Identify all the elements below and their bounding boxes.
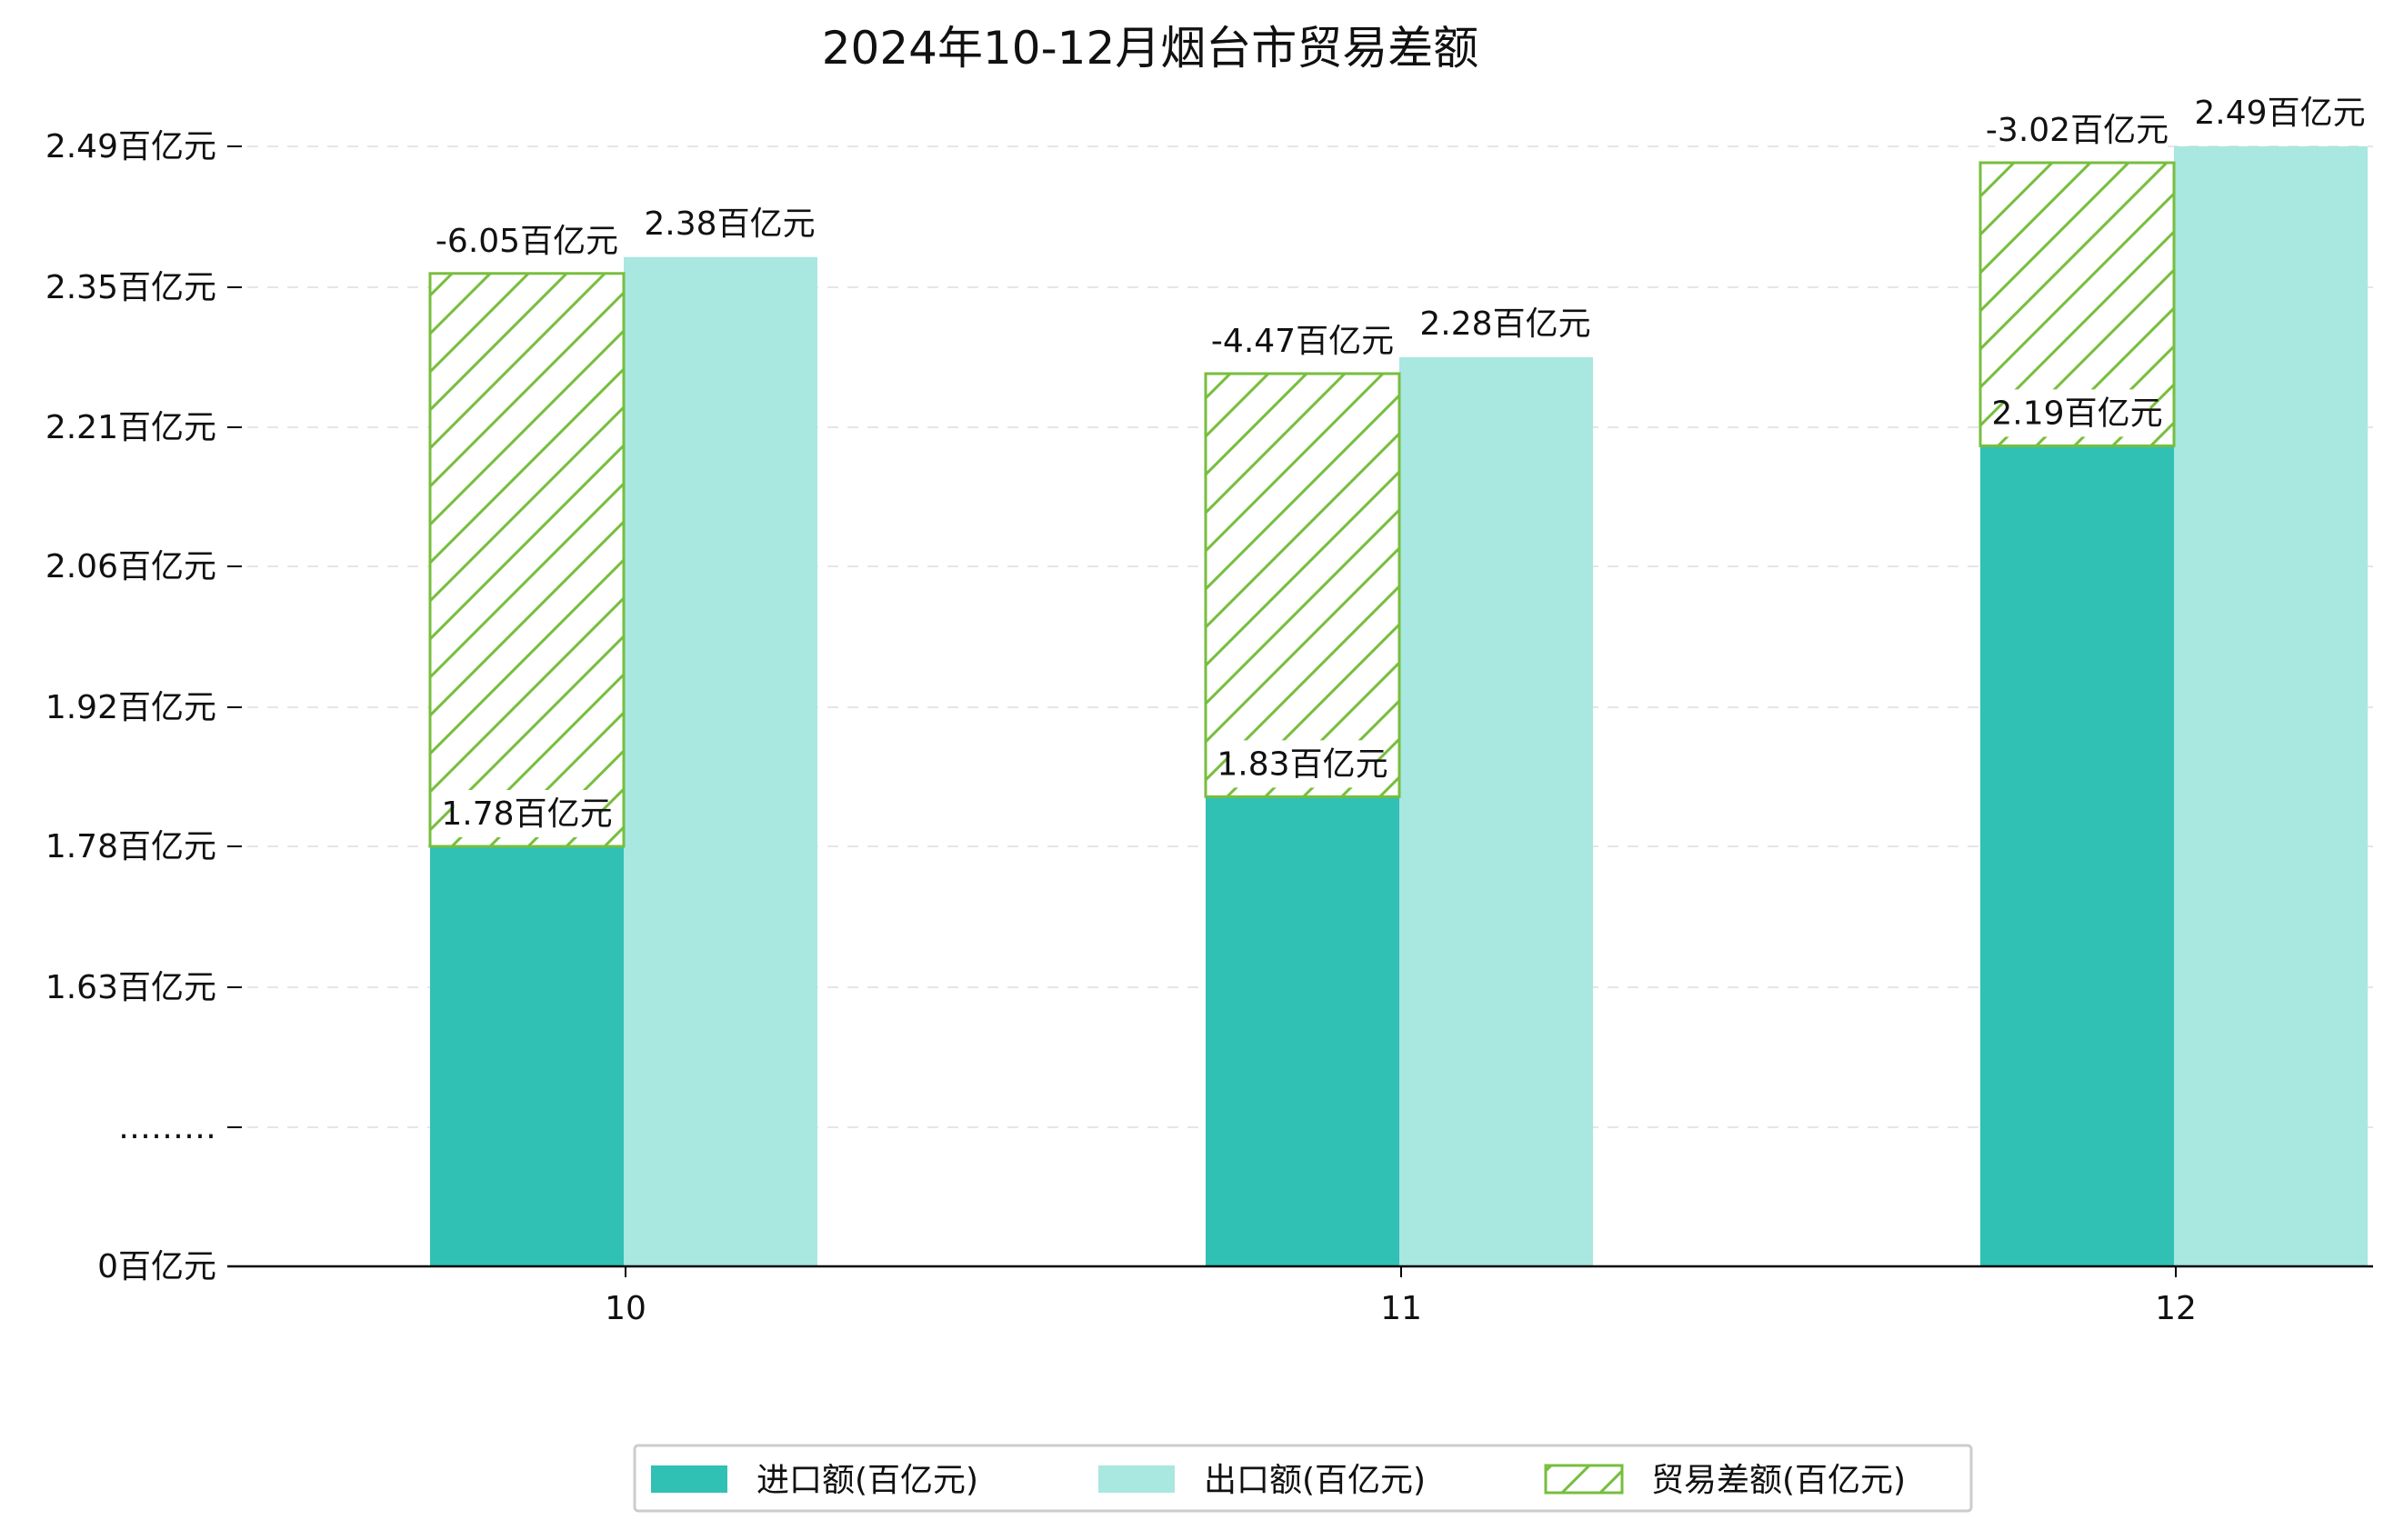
legend-label: 贸易差额(百亿元) [1651,1462,1906,1499]
data-label: -6.05百亿元 [436,223,618,260]
trade-balance-label: -4.47百亿元 [1211,317,1394,365]
import-bar [430,846,624,1266]
export-label: 2.49百亿元 [2194,89,2366,136]
trade-balance-label: -6.05百亿元 [436,216,618,265]
y-tick-label: ……… [118,1109,216,1146]
y-tick-label: 1.78百亿元 [45,828,216,865]
legend-swatch [1098,1465,1175,1493]
data-label-box [656,199,803,247]
bars [428,146,2368,1267]
export-bar [624,256,817,1267]
legend[interactable]: 进口额(百亿元) 出口额(百亿元) 贸易差额(百亿元) [633,1444,1973,1513]
trade-balance-label: -3.02百亿元 [1986,106,2169,154]
export-label: 2.28百亿元 [1419,300,1591,347]
import-label: 1.78百亿元 [441,790,613,837]
legend-label: 出口额(百亿元) [1204,1462,1426,1499]
legend-swatch [1544,1464,1624,1495]
data-label: 2.28百亿元 [1419,305,1590,343]
data-label: 2.49百亿元 [2194,95,2365,132]
data-label: 2.38百亿元 [644,205,815,243]
import-label: 1.83百亿元 [1217,740,1388,788]
data-label-box [1432,300,1578,347]
legend-item-trade-balance[interactable]: 贸易差额(百亿元) [1544,1462,1906,1499]
y-tick-label: 2.06百亿元 [45,548,216,585]
y-tick-label: 1.63百亿元 [45,969,216,1006]
data-labels: 1.78百亿元 2.38百亿元 -6.05百亿元 1.83百亿元 2.28百亿元 -4.4… [436,89,2366,837]
export-bar [2174,146,2368,1266]
trade-balance-bar [1204,372,1401,798]
legend-swatch [651,1465,727,1493]
y-tick-label: 0百亿元 [97,1248,216,1285]
import-label: 2.19百亿元 [1991,389,2163,437]
data-label-box [454,790,600,837]
data-label-box [1229,740,1376,788]
data-label: 1.83百亿元 [1217,745,1387,783]
data-label-box [2004,389,2150,437]
legend-label: 进口额(百亿元) [756,1462,978,1499]
axes: 0百亿元 ……… 1.63百亿元 1.78百亿元 1.92百亿元 2.06百亿元 2.21百… [45,128,2373,1327]
data-label: 1.78百亿元 [441,795,612,833]
x-tick-label: 11 [1380,1290,1422,1327]
data-label-box [1220,317,1385,365]
data-label: -3.02百亿元 [1986,112,2169,149]
import-bar [1980,445,2174,1266]
data-label: 2.19百亿元 [1991,395,2162,432]
chart-title: 2024年10-12月烟台市贸易差额 [822,22,1479,75]
y-tick-label: 2.21百亿元 [45,409,216,446]
data-label-box [2207,89,2353,136]
y-tick-label: 2.35百亿元 [45,269,216,306]
data-label: -4.47百亿元 [1211,323,1394,360]
import-bar [1206,796,1399,1266]
trade-balance-bar [428,272,626,848]
export-bar [1399,357,1593,1266]
data-label-box [1995,106,2159,154]
data-label-box [445,216,609,265]
y-tick-label: 1.92百亿元 [45,689,216,726]
x-tick-label: 10 [605,1290,646,1327]
legend-item-import[interactable]: 进口额(百亿元) [651,1462,978,1499]
x-tick-label: 12 [2155,1290,2197,1327]
legend-box [633,1444,1973,1513]
y-tick-label: 2.49百亿元 [45,128,216,165]
export-label: 2.38百亿元 [644,199,816,247]
legend-item-export[interactable]: 出口额(百亿元) [1098,1462,1426,1499]
